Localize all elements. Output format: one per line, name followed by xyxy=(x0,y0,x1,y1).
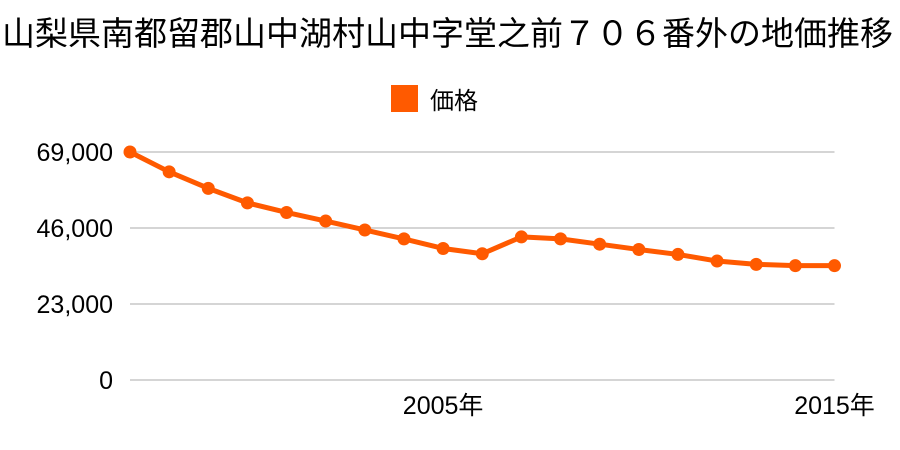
data-point-marker xyxy=(280,205,294,219)
data-point-marker xyxy=(749,257,763,271)
data-point-marker xyxy=(514,230,528,244)
y-axis-tick-label: 0 xyxy=(99,367,113,395)
y-axis-tick-label: 46,000 xyxy=(37,215,113,243)
data-point-marker xyxy=(671,247,685,261)
price-series-legend-label: 価格 xyxy=(430,88,478,115)
data-point-marker xyxy=(593,237,607,251)
legend: 価格 xyxy=(391,81,478,116)
data-point-marker xyxy=(123,145,137,159)
data-point-marker xyxy=(358,223,372,237)
price-series-legend-swatch xyxy=(391,85,418,112)
data-point-marker xyxy=(554,232,568,246)
x-axis-tick-label: 2015年 xyxy=(794,392,875,420)
data-point-marker xyxy=(319,214,333,228)
chart-title: 山梨県南都留郡山中湖村山中字堂之前７０６番外の地価推移 xyxy=(2,15,893,52)
y-axis-tick-label: 23,000 xyxy=(37,291,113,319)
data-point-marker xyxy=(397,232,411,246)
data-point-marker xyxy=(201,181,215,195)
data-point-marker xyxy=(475,247,489,261)
y-axis-tick-label: 69,000 xyxy=(37,139,113,167)
data-point-marker xyxy=(632,242,646,256)
data-point-marker xyxy=(788,259,802,273)
data-point-marker xyxy=(710,254,724,268)
data-point-marker xyxy=(436,241,450,255)
x-axis-tick-label: 2005年 xyxy=(403,392,484,420)
data-point-marker xyxy=(240,196,254,210)
data-point-marker xyxy=(162,165,176,179)
data-point-marker xyxy=(828,259,841,273)
